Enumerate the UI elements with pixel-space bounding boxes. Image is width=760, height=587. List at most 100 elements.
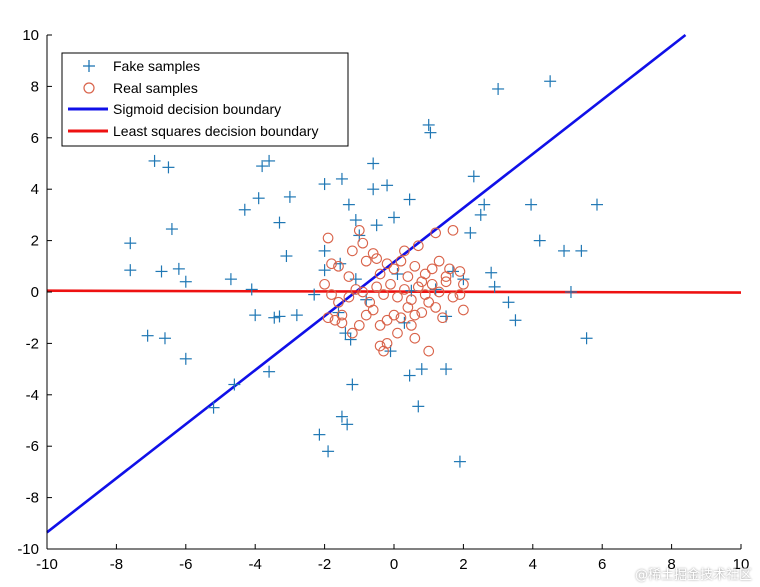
real-sample-point-31	[378, 289, 389, 300]
real-sample-point-40	[440, 276, 452, 288]
fake-sample-point-68	[502, 296, 515, 309]
fake-sample-point-72	[544, 75, 557, 88]
x-tick-label: -2	[318, 556, 331, 573]
fake-sample-point-73	[558, 244, 571, 257]
fake-sample-point-39	[346, 378, 359, 391]
real-sample-point-19	[454, 266, 466, 277]
fake-sample-point-78	[349, 273, 362, 286]
fake-sample-point-56	[412, 400, 425, 413]
real-sample-point-30	[371, 281, 383, 293]
fake-samples-markers	[124, 75, 603, 468]
real-sample-point-57	[416, 307, 428, 318]
real-sample-point-21	[430, 227, 441, 239]
real-sample-point-52	[381, 314, 393, 326]
fake-sample-point-17	[263, 154, 276, 167]
real-sample-point-0	[322, 232, 334, 244]
fake-sample-point-14	[238, 203, 251, 216]
fake-sample-point-8	[141, 329, 154, 342]
fake-sample-point-40	[335, 410, 348, 423]
x-tick-label: 4	[529, 556, 537, 573]
real-sample-point-60	[437, 312, 448, 324]
fake-sample-point-29	[318, 178, 331, 191]
real-sample-point-44	[322, 312, 334, 324]
legend-box	[61, 52, 349, 147]
real-sample-point-16	[433, 255, 445, 267]
watermark: @稀土掘金技术社区	[634, 568, 752, 583]
legend-label-least-squares: Least squares decision boundary	[113, 123, 318, 139]
fake-sample-point-63	[474, 208, 487, 221]
fake-sample-point-19	[273, 216, 286, 229]
fake-sample-point-51	[424, 126, 437, 139]
decision-boundaries	[46, 33, 742, 534]
real-sample-point-49	[360, 309, 372, 321]
y-tick-label: -6	[26, 438, 39, 455]
real-sample-point-71	[399, 245, 410, 257]
real-sample-point-38	[426, 278, 438, 290]
plus-marker-icon	[83, 60, 95, 72]
fake-sample-point-55	[415, 363, 428, 376]
real-sample-point-46	[336, 317, 348, 329]
legend: Fake samples Real samples Sigmoid decisi…	[61, 52, 349, 147]
fake-sample-point-24	[268, 311, 281, 324]
real-sample-point-68	[343, 271, 355, 282]
fake-sample-point-48	[388, 211, 400, 224]
real-sample-point-47	[347, 327, 358, 339]
fake-sample-point-11	[207, 401, 220, 414]
fake-sample-point-61	[464, 226, 477, 239]
real-sample-point-8	[381, 258, 393, 270]
legend-entry-fake: Fake samples	[83, 58, 200, 74]
real-sample-point-63	[381, 338, 393, 349]
real-sample-point-65	[409, 332, 421, 344]
fake-sample-point-3	[162, 161, 175, 174]
real-sample-point-48	[353, 320, 365, 331]
real-sample-point-4	[353, 224, 365, 236]
real-sample-point-34	[399, 284, 410, 295]
real-sample-point-43	[458, 304, 469, 316]
fake-sample-point-57	[440, 363, 453, 376]
x-tick-label: 6	[598, 556, 606, 573]
fake-sample-point-71	[533, 234, 546, 247]
x-tick-label: 2	[459, 556, 467, 573]
fake-sample-point-21	[245, 283, 258, 296]
real-sample-point-67	[392, 327, 403, 339]
fake-sample-point-25	[290, 309, 303, 322]
fake-sample-point-54	[403, 369, 416, 382]
real-sample-point-7	[374, 268, 386, 280]
real-sample-point-28	[357, 286, 369, 298]
fake-sample-point-15	[252, 192, 265, 205]
fake-sample-point-10	[179, 352, 192, 365]
fake-sample-point-67	[492, 82, 505, 95]
real-sample-point-42	[454, 289, 466, 300]
real-sample-point-22	[319, 278, 330, 290]
fake-sample-point-13	[224, 273, 237, 286]
real-sample-point-18	[447, 224, 459, 236]
y-tick-label: 10	[22, 27, 39, 44]
y-tick-label: 0	[31, 284, 39, 301]
fake-sample-point-74	[564, 286, 577, 298]
y-tick-label: -8	[26, 490, 39, 507]
fake-sample-point-20	[280, 250, 293, 263]
real-sample-point-12	[409, 260, 421, 272]
real-sample-point-66	[423, 345, 435, 357]
fake-sample-point-23	[273, 310, 286, 323]
real-sample-point-58	[423, 296, 435, 308]
x-tick-label: -8	[110, 556, 123, 573]
fake-sample-point-4	[165, 223, 178, 236]
fake-sample-point-44	[367, 157, 380, 170]
fake-sample-point-22	[249, 309, 262, 322]
fake-sample-point-64	[478, 198, 491, 211]
fake-sample-point-37	[339, 327, 352, 340]
fake-sample-point-9	[158, 332, 171, 345]
fake-sample-point-16	[256, 160, 269, 173]
fake-sample-point-66	[488, 280, 501, 293]
fake-sample-point-50	[422, 118, 435, 131]
fake-sample-point-1	[124, 264, 137, 277]
fake-sample-point-18	[283, 190, 296, 203]
fake-sample-point-26	[263, 365, 276, 378]
real-sample-point-3	[347, 245, 358, 257]
legend-entry-least-squares: Least squares decision boundary	[68, 123, 318, 139]
fake-sample-point-28	[318, 264, 331, 277]
fake-sample-point-46	[381, 179, 394, 192]
y-tick-label: -2	[26, 335, 39, 352]
real-sample-point-70	[367, 248, 379, 259]
